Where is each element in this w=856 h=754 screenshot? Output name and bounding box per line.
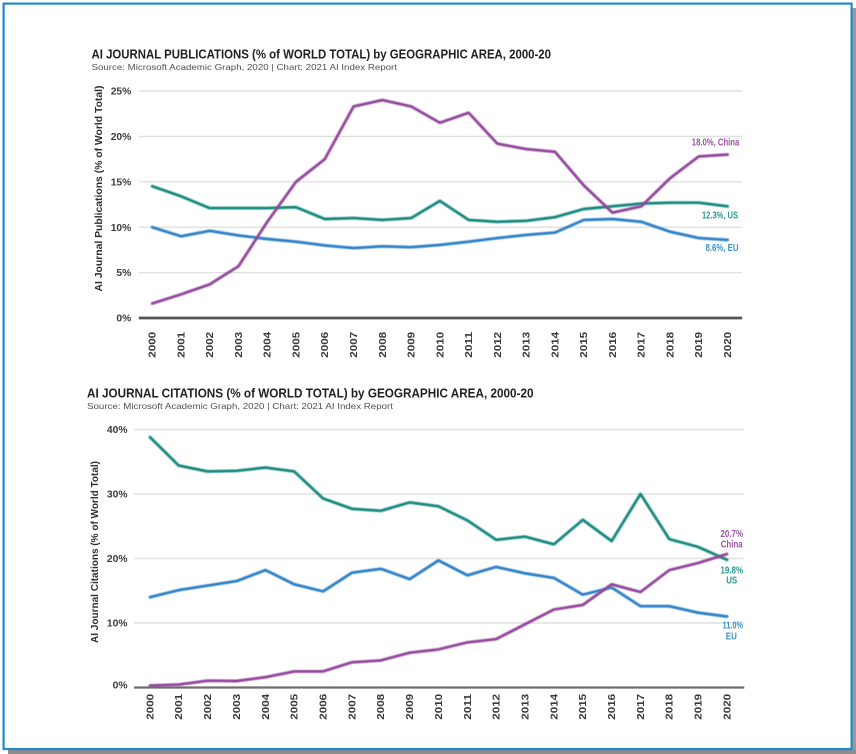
svg-text:2004: 2004 [261, 694, 272, 720]
svg-text:EU: EU [726, 632, 737, 643]
svg-text:2008: 2008 [378, 332, 389, 358]
svg-text:2001: 2001 [174, 694, 185, 720]
svg-text:2003: 2003 [234, 332, 245, 358]
svg-text:2007: 2007 [349, 332, 360, 358]
svg-text:2012: 2012 [493, 332, 504, 358]
svg-text:2006: 2006 [320, 332, 331, 358]
svg-text:2003: 2003 [232, 694, 243, 720]
svg-text:2011: 2011 [464, 331, 475, 357]
svg-text:2014: 2014 [549, 694, 560, 720]
svg-text:0%: 0% [116, 314, 131, 325]
svg-text:0%: 0% [113, 680, 128, 691]
svg-text:2006: 2006 [319, 694, 330, 720]
svg-text:2016: 2016 [607, 694, 618, 720]
svg-text:2000: 2000 [148, 332, 159, 358]
svg-text:2009: 2009 [405, 694, 416, 720]
svg-text:2011: 2011 [463, 693, 474, 719]
svg-text:2017: 2017 [637, 332, 648, 358]
svg-text:2020: 2020 [723, 332, 734, 358]
svg-text:25%: 25% [111, 87, 132, 98]
svg-text:AI Journal Publications (% of: AI Journal Publications (% of World Tota… [94, 86, 105, 292]
svg-text:2015: 2015 [578, 694, 589, 720]
svg-text:US: US [726, 576, 737, 587]
svg-text:2004: 2004 [263, 332, 274, 358]
svg-text:AI JOURNAL PUBLICATIONS (% of: AI JOURNAL PUBLICATIONS (% of WORLD TOTA… [92, 48, 552, 62]
svg-text:AI JOURNAL CITATIONS (% of WOR: AI JOURNAL CITATIONS (% of WORLD TOTAL) … [87, 387, 534, 401]
svg-text:5%: 5% [116, 268, 131, 279]
svg-text:2014: 2014 [550, 332, 561, 358]
svg-text:2001: 2001 [176, 332, 187, 358]
svg-text:11.0%: 11.0% [723, 621, 744, 632]
svg-text:AI Journal Citations (% of Wor: AI Journal Citations (% of World Total) [90, 461, 101, 643]
svg-text:2016: 2016 [608, 332, 619, 358]
svg-text:20%: 20% [111, 132, 132, 143]
svg-text:2018: 2018 [665, 694, 676, 720]
svg-text:China: China [721, 540, 743, 551]
svg-text:2005: 2005 [291, 332, 302, 358]
svg-text:19.8%: 19.8% [721, 566, 744, 577]
svg-text:15%: 15% [111, 177, 132, 188]
svg-text:2002: 2002 [203, 694, 214, 720]
svg-text:2019: 2019 [694, 694, 705, 720]
svg-text:2013: 2013 [520, 694, 531, 720]
svg-text:2000: 2000 [145, 694, 156, 720]
svg-text:2010: 2010 [434, 694, 445, 720]
svg-text:2010: 2010 [435, 332, 446, 358]
svg-text:12.3%, US: 12.3%, US [702, 210, 738, 221]
svg-text:2005: 2005 [290, 694, 301, 720]
svg-text:20%: 20% [107, 554, 128, 565]
svg-text:18.0%, China: 18.0%, China [692, 138, 740, 149]
svg-text:2008: 2008 [376, 694, 387, 720]
svg-text:2017: 2017 [636, 694, 647, 720]
svg-text:8.6%, EU: 8.6%, EU [706, 243, 739, 254]
svg-text:10%: 10% [111, 223, 132, 234]
svg-text:10%: 10% [107, 619, 128, 630]
svg-text:30%: 30% [107, 490, 128, 501]
svg-text:2012: 2012 [492, 694, 503, 720]
svg-text:2007: 2007 [347, 694, 358, 720]
svg-text:2019: 2019 [694, 332, 705, 358]
svg-text:2015: 2015 [579, 332, 590, 358]
svg-text:40%: 40% [107, 425, 128, 436]
svg-text:2020: 2020 [722, 694, 733, 720]
svg-text:2002: 2002 [205, 332, 216, 358]
svg-text:2018: 2018 [666, 332, 677, 358]
svg-text:20.7%: 20.7% [721, 529, 744, 540]
svg-text:Source: Microsoft Academic Gra: Source: Microsoft Academic Graph, 2020 |… [92, 62, 398, 72]
svg-text:Source: Microsoft Academic Gra: Source: Microsoft Academic Graph, 2020 |… [87, 401, 394, 411]
svg-text:2009: 2009 [407, 332, 418, 358]
svg-text:2013: 2013 [522, 332, 533, 358]
